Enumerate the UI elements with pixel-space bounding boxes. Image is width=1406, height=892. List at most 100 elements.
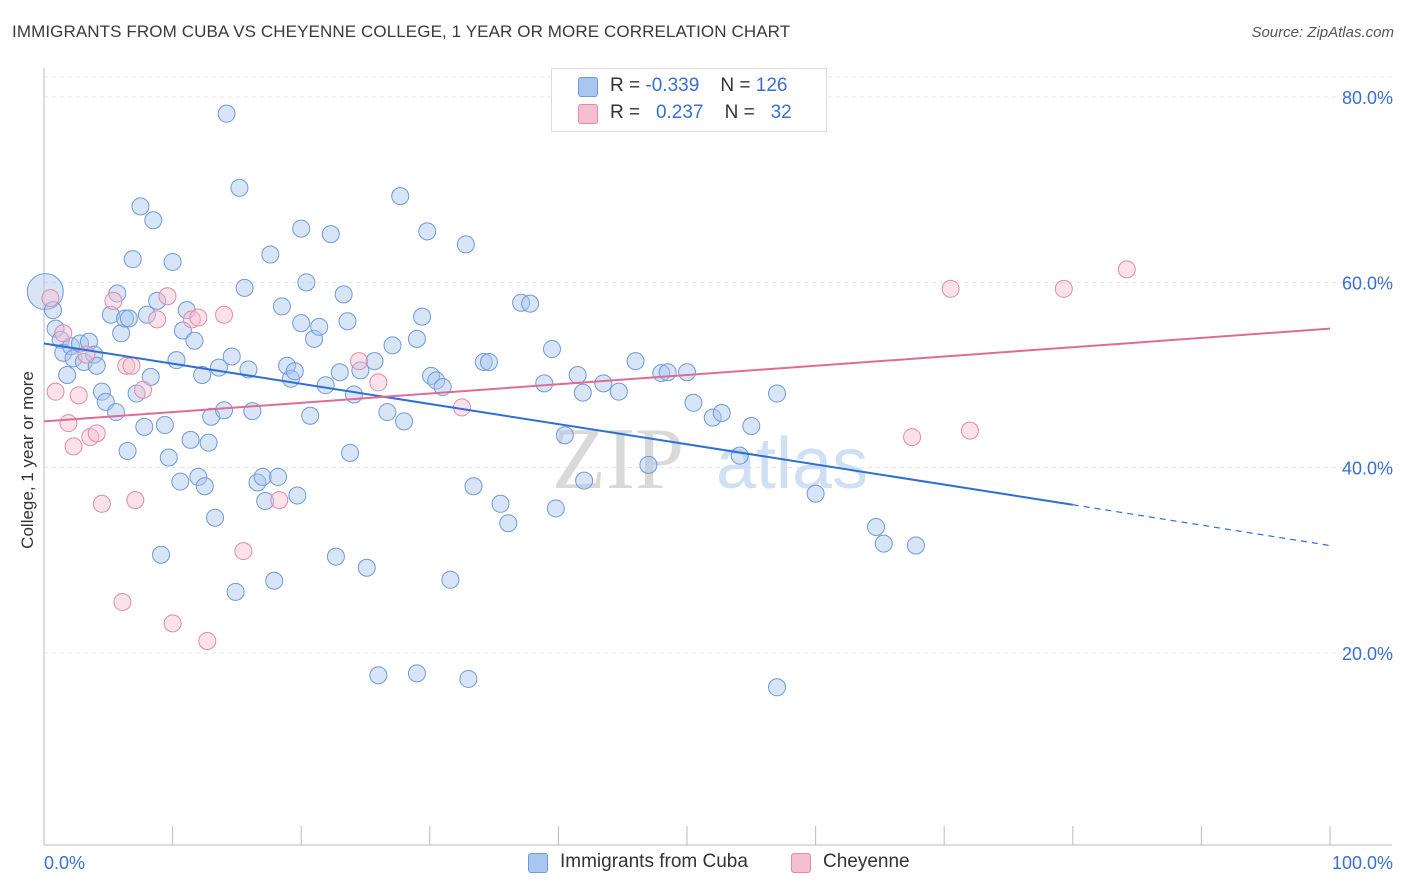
point-cuba (239, 360, 258, 379)
point-cuba (499, 514, 518, 533)
point-cuba (418, 222, 437, 241)
point-cuba (199, 433, 218, 452)
point-cheyenne (148, 310, 167, 329)
point-cuba (639, 455, 658, 474)
point-cheyenne (369, 373, 388, 392)
y-tick-label: 60.0% (1342, 273, 1393, 293)
point-cuba (112, 324, 131, 343)
point-cuba (626, 352, 645, 371)
data-points (26, 104, 1136, 697)
point-cuba (334, 285, 353, 304)
point-cuba (163, 252, 182, 271)
point-cheyenne (92, 494, 111, 513)
point-cuba (261, 245, 280, 264)
point-cuba (301, 406, 320, 425)
point-cuba (684, 393, 703, 412)
legend-r-label: R = (610, 102, 641, 123)
point-cuba (116, 309, 135, 328)
point-cheyenne (163, 614, 182, 633)
point-cheyenne (126, 491, 145, 510)
point-cuba (535, 374, 554, 393)
y-tick-label: 40.0% (1342, 459, 1393, 479)
point-cuba (326, 547, 345, 566)
point-cuba (185, 331, 204, 350)
point-cuba (135, 417, 154, 436)
point-cuba (459, 669, 478, 688)
point-cuba (58, 366, 77, 384)
point-cuba (456, 235, 475, 254)
point-cuba (144, 211, 163, 230)
point-cuba (555, 426, 574, 445)
point-cuba (378, 403, 397, 422)
point-cheyenne (41, 289, 60, 308)
point-cuba (383, 336, 402, 355)
point-cheyenne (1117, 260, 1136, 279)
point-cheyenne (182, 310, 201, 329)
point-cuba (118, 441, 137, 460)
y-tick-label: 80.0% (1342, 88, 1393, 108)
point-cuba (768, 678, 787, 697)
point-cuba (119, 309, 138, 328)
trend-lines (43, 327, 1331, 547)
point-cuba (512, 293, 531, 312)
point-cuba (546, 499, 565, 518)
point-cuba (131, 197, 150, 216)
point-cuba (906, 536, 925, 555)
axes (43, 68, 1392, 846)
point-cuba (338, 312, 357, 331)
point-cheyenne (113, 593, 132, 612)
point-cheyenne (1054, 279, 1073, 298)
point-cuba (272, 297, 291, 316)
point-cuba (123, 250, 142, 269)
bottom-legend-label-cuba: Immigrants from Cuba (560, 851, 748, 872)
point-cuba (310, 317, 329, 336)
point-cuba (107, 403, 126, 422)
point-cheyenne (54, 324, 73, 343)
point-cuba (357, 558, 376, 577)
point-cuba (248, 473, 267, 492)
point-cuba (479, 353, 498, 372)
point-cuba (285, 362, 304, 381)
point-cuba (365, 352, 384, 371)
point-cuba (189, 467, 208, 486)
point-cuba (92, 382, 111, 401)
point-cuba (181, 430, 200, 449)
correlation-legend: R = -0.339 N = 126 R = 0.237 N = 32 (551, 68, 827, 132)
point-cuba (491, 494, 510, 513)
point-cuba (521, 294, 540, 313)
point-cuba (87, 356, 106, 375)
point-cuba (222, 347, 241, 366)
point-cuba (206, 508, 225, 527)
point-cuba (427, 371, 446, 390)
point-cuba (44, 301, 63, 320)
bottom-legend-swatch-cuba (528, 853, 548, 873)
point-cuba (217, 104, 236, 123)
bottom-legend-label-cheyenne: Cheyenne (823, 851, 910, 872)
point-cheyenne (69, 386, 88, 405)
point-cuba (658, 363, 677, 382)
point-cheyenne (87, 424, 106, 443)
point-cuba (256, 492, 275, 511)
point-cuba (407, 664, 426, 683)
point-cuba (226, 582, 245, 601)
point-cheyenne (59, 414, 78, 433)
point-cuba (330, 363, 349, 382)
point-cheyenne (198, 631, 217, 650)
point-cuba (474, 353, 493, 372)
legend-n-label: N = (724, 102, 755, 123)
point-cuba (54, 343, 73, 362)
legend-n-value: 126 (755, 75, 788, 96)
point-cuba (542, 340, 561, 359)
legend-n-value: 32 (770, 102, 792, 123)
point-cheyenne (46, 382, 65, 401)
point-cuba (269, 467, 288, 486)
point-cuba (703, 408, 722, 427)
point-cuba (152, 545, 171, 564)
source-credit: Source: ZipAtlas.com (1251, 24, 1394, 41)
legend-r-value: 0.237 (655, 102, 704, 123)
trend-line-cuba (43, 342, 1073, 506)
point-cuba (573, 383, 592, 402)
point-cuba (712, 403, 731, 422)
point-cuba (609, 382, 628, 401)
